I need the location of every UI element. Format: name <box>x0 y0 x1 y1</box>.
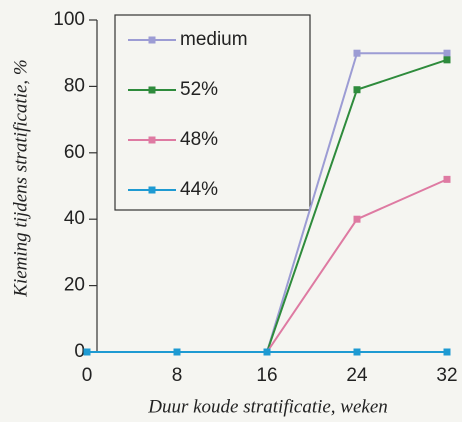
y-tick-label: 20 <box>64 275 85 296</box>
x-tick-label: 16 <box>256 365 277 386</box>
x-tick-label: 8 <box>172 365 183 386</box>
y-tick-label: 60 <box>64 142 85 163</box>
x-tick-label: 32 <box>436 365 457 386</box>
x-tick-label: 0 <box>82 365 93 386</box>
data-point <box>443 56 451 64</box>
legend-label: 52% <box>180 79 218 100</box>
legend-marker <box>148 36 156 44</box>
data-point <box>443 49 451 57</box>
y-tick-label: 100 <box>53 9 85 30</box>
legend: medium 52% 48% 44% <box>114 14 311 211</box>
legend-box <box>114 14 311 211</box>
data-point <box>263 348 271 356</box>
y-tick-label: 80 <box>64 75 85 96</box>
y-axis-label: Kieming tijdens stratificatie, % <box>10 59 31 297</box>
data-point <box>353 86 361 94</box>
data-point <box>443 175 451 183</box>
legend-label: medium <box>180 29 248 50</box>
x-axis-label: Duur koude stratificatie, weken <box>147 396 388 417</box>
data-point <box>83 348 91 356</box>
data-point <box>173 348 181 356</box>
legend-marker <box>148 186 156 194</box>
x-tick-label: 24 <box>346 365 368 386</box>
legend-marker <box>148 136 156 144</box>
legend-label: 44% <box>180 179 218 200</box>
data-point <box>353 215 361 223</box>
y-tick-label: 0 <box>74 341 85 362</box>
data-point <box>353 348 361 356</box>
data-point <box>353 49 361 57</box>
data-point <box>443 348 451 356</box>
legend-marker <box>148 86 156 94</box>
legend-label: 48% <box>180 129 218 150</box>
y-tick-label: 40 <box>64 208 85 229</box>
